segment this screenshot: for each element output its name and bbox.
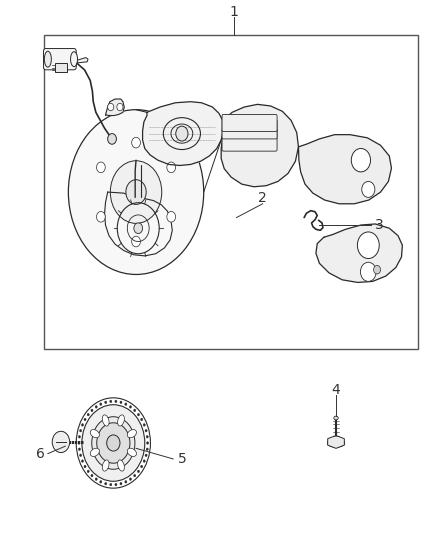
Circle shape bbox=[78, 448, 81, 450]
Circle shape bbox=[129, 478, 131, 480]
Ellipse shape bbox=[327, 439, 345, 447]
Circle shape bbox=[97, 423, 130, 463]
Text: 5: 5 bbox=[177, 452, 186, 466]
Ellipse shape bbox=[102, 415, 109, 426]
Circle shape bbox=[115, 400, 117, 402]
Circle shape bbox=[87, 470, 89, 473]
FancyBboxPatch shape bbox=[222, 120, 277, 139]
FancyBboxPatch shape bbox=[222, 129, 277, 151]
Ellipse shape bbox=[127, 448, 137, 456]
Circle shape bbox=[126, 180, 146, 205]
Circle shape bbox=[105, 482, 107, 485]
Circle shape bbox=[95, 478, 97, 480]
Circle shape bbox=[105, 401, 107, 403]
Circle shape bbox=[110, 400, 112, 402]
Circle shape bbox=[96, 212, 105, 222]
Circle shape bbox=[357, 232, 379, 259]
Circle shape bbox=[87, 413, 89, 416]
Circle shape bbox=[91, 409, 93, 411]
Polygon shape bbox=[77, 58, 88, 63]
Bar bbox=[55, 63, 67, 72]
Circle shape bbox=[138, 413, 140, 416]
Circle shape bbox=[374, 265, 381, 274]
Circle shape bbox=[141, 465, 143, 468]
Text: 6: 6 bbox=[35, 447, 44, 461]
Circle shape bbox=[134, 223, 143, 233]
Circle shape bbox=[108, 103, 114, 111]
Circle shape bbox=[100, 403, 102, 406]
Circle shape bbox=[100, 481, 102, 483]
Circle shape bbox=[78, 442, 80, 445]
Ellipse shape bbox=[102, 460, 109, 471]
Polygon shape bbox=[328, 435, 344, 448]
Text: 4: 4 bbox=[332, 383, 340, 397]
Text: 1: 1 bbox=[230, 5, 239, 19]
Ellipse shape bbox=[127, 430, 137, 438]
FancyBboxPatch shape bbox=[43, 49, 76, 70]
Circle shape bbox=[115, 483, 117, 486]
Circle shape bbox=[95, 406, 97, 408]
Circle shape bbox=[117, 103, 123, 111]
Circle shape bbox=[125, 481, 127, 483]
Circle shape bbox=[80, 430, 81, 432]
Circle shape bbox=[108, 134, 117, 144]
Circle shape bbox=[146, 448, 148, 450]
Circle shape bbox=[360, 262, 376, 281]
Circle shape bbox=[84, 418, 86, 421]
Ellipse shape bbox=[90, 448, 99, 456]
Polygon shape bbox=[316, 224, 403, 282]
Polygon shape bbox=[221, 104, 298, 187]
Circle shape bbox=[141, 418, 143, 421]
Circle shape bbox=[91, 474, 93, 477]
Circle shape bbox=[138, 470, 140, 473]
Circle shape bbox=[143, 424, 145, 426]
Ellipse shape bbox=[118, 460, 124, 471]
Circle shape bbox=[81, 460, 84, 463]
Circle shape bbox=[146, 435, 148, 438]
Circle shape bbox=[176, 126, 188, 141]
Circle shape bbox=[68, 110, 204, 274]
Circle shape bbox=[96, 162, 105, 173]
Circle shape bbox=[351, 149, 371, 172]
Circle shape bbox=[120, 401, 122, 403]
Circle shape bbox=[129, 406, 131, 408]
Circle shape bbox=[147, 442, 148, 445]
Circle shape bbox=[134, 409, 136, 411]
Circle shape bbox=[110, 483, 112, 486]
Circle shape bbox=[107, 435, 120, 451]
FancyBboxPatch shape bbox=[222, 115, 277, 132]
Circle shape bbox=[120, 482, 122, 485]
Circle shape bbox=[143, 460, 145, 463]
Circle shape bbox=[125, 403, 127, 406]
Circle shape bbox=[167, 162, 176, 173]
Circle shape bbox=[132, 138, 141, 148]
Circle shape bbox=[110, 161, 162, 223]
Circle shape bbox=[167, 212, 176, 222]
Ellipse shape bbox=[118, 415, 124, 426]
Circle shape bbox=[134, 474, 136, 477]
Circle shape bbox=[81, 424, 84, 426]
Ellipse shape bbox=[71, 52, 78, 67]
Circle shape bbox=[82, 405, 145, 481]
Circle shape bbox=[84, 465, 86, 468]
Circle shape bbox=[92, 417, 135, 469]
Text: 2: 2 bbox=[258, 191, 267, 205]
Polygon shape bbox=[105, 192, 172, 256]
Text: 3: 3 bbox=[375, 218, 384, 232]
Bar bbox=[44, 35, 418, 349]
Circle shape bbox=[362, 181, 375, 197]
Ellipse shape bbox=[44, 51, 51, 67]
Polygon shape bbox=[298, 135, 392, 204]
Circle shape bbox=[78, 435, 81, 438]
Circle shape bbox=[145, 430, 147, 432]
Ellipse shape bbox=[334, 416, 338, 420]
Circle shape bbox=[132, 236, 141, 247]
Ellipse shape bbox=[90, 430, 99, 438]
Circle shape bbox=[145, 454, 147, 457]
Polygon shape bbox=[106, 99, 124, 116]
Polygon shape bbox=[143, 102, 223, 165]
Circle shape bbox=[52, 431, 70, 453]
Circle shape bbox=[80, 454, 81, 457]
